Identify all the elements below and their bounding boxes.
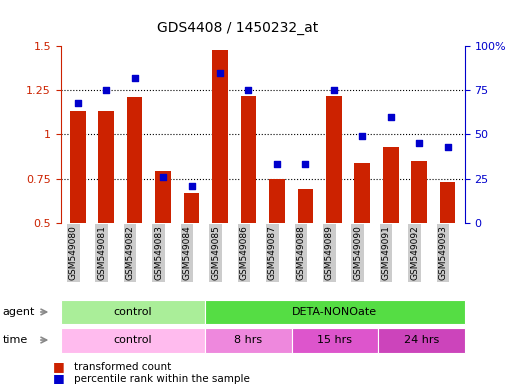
Text: GSM549081: GSM549081: [97, 225, 106, 280]
Text: GDS4408 / 1450232_at: GDS4408 / 1450232_at: [157, 21, 318, 35]
Point: [386, 114, 395, 120]
Point: [130, 75, 139, 81]
Text: control: control: [114, 307, 152, 317]
Bar: [411, 161, 427, 223]
Text: 15 hrs: 15 hrs: [317, 335, 352, 345]
Text: 24 hrs: 24 hrs: [404, 335, 439, 345]
Bar: [354, 163, 370, 223]
Text: GSM549080: GSM549080: [69, 225, 78, 280]
Point: [73, 99, 82, 106]
Text: GSM549086: GSM549086: [240, 225, 249, 280]
Point: [415, 140, 423, 146]
Text: GSM549088: GSM549088: [296, 225, 305, 280]
Text: GSM549090: GSM549090: [353, 225, 362, 280]
Point: [301, 161, 309, 167]
Text: GSM549092: GSM549092: [410, 225, 419, 280]
Point: [244, 87, 253, 93]
Point: [216, 70, 224, 76]
Text: GSM549085: GSM549085: [211, 225, 220, 280]
Point: [358, 133, 366, 139]
Text: GSM549089: GSM549089: [325, 225, 334, 280]
Text: ■: ■: [53, 360, 64, 373]
Text: GSM549083: GSM549083: [154, 225, 163, 280]
Bar: [184, 193, 200, 223]
Point: [329, 87, 338, 93]
Text: GSM549091: GSM549091: [382, 225, 391, 280]
Bar: [269, 179, 285, 223]
Bar: [326, 96, 342, 223]
Text: percentile rank within the sample: percentile rank within the sample: [74, 374, 250, 384]
Text: agent: agent: [3, 307, 35, 317]
Bar: [127, 97, 143, 223]
Bar: [297, 189, 313, 223]
Text: GSM549084: GSM549084: [183, 225, 192, 280]
Text: GSM549082: GSM549082: [126, 225, 135, 280]
Bar: [383, 147, 399, 223]
Bar: [155, 172, 171, 223]
Point: [187, 182, 196, 189]
Bar: [98, 111, 114, 223]
Point: [444, 144, 452, 150]
Point: [272, 161, 281, 167]
Text: 8 hrs: 8 hrs: [234, 335, 262, 345]
Text: GSM549087: GSM549087: [268, 225, 277, 280]
Text: time: time: [3, 335, 28, 345]
Bar: [70, 111, 86, 223]
Text: control: control: [114, 335, 152, 345]
Point: [102, 87, 110, 93]
Text: ■: ■: [53, 372, 64, 384]
Text: GSM549093: GSM549093: [439, 225, 448, 280]
Text: transformed count: transformed count: [74, 362, 171, 372]
Text: DETA-NONOate: DETA-NONOate: [292, 307, 378, 317]
Bar: [241, 96, 256, 223]
Bar: [440, 182, 455, 223]
Bar: [212, 50, 228, 223]
Point: [159, 174, 167, 180]
